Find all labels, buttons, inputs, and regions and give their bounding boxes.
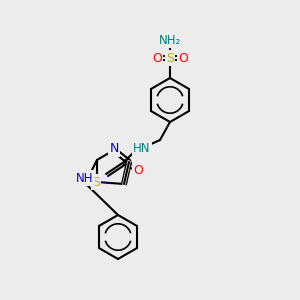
Text: NH₂: NH₂ (159, 34, 181, 46)
Text: HN: HN (133, 142, 151, 154)
Text: O: O (133, 164, 143, 176)
Text: N: N (109, 142, 119, 155)
Text: NH: NH (76, 172, 94, 184)
Text: S: S (92, 176, 100, 188)
Text: O: O (178, 52, 188, 64)
Text: O: O (152, 52, 162, 64)
Text: S: S (166, 52, 174, 64)
